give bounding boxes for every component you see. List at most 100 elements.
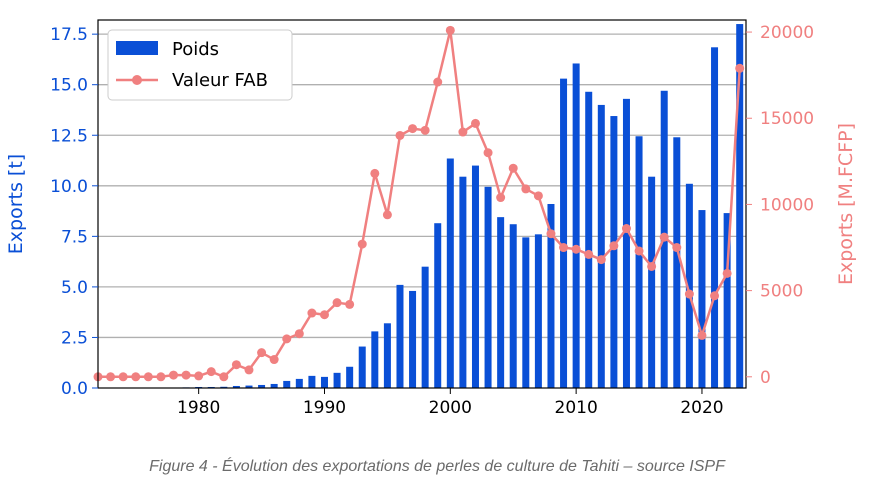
- chart: 1980 1990 2000 2010 2020 0.0 2.5 5.0 7.5 10.0 12.…: [5, 19, 857, 418]
- bar: [484, 186, 492, 388]
- point: [395, 130, 405, 140]
- point: [408, 124, 418, 134]
- right-tick-label: 10000: [760, 195, 814, 215]
- bar: [446, 158, 454, 388]
- bar: [258, 384, 266, 388]
- point: [546, 229, 556, 239]
- left-tick-label: 15.0: [50, 76, 88, 96]
- bar: [572, 63, 580, 388]
- left-tick-label: 10.0: [50, 177, 88, 197]
- point: [206, 367, 216, 377]
- bar: [459, 176, 467, 388]
- bar: [471, 165, 479, 388]
- left-tick-label: 5.0: [61, 278, 88, 298]
- x-tick-label: 1990: [303, 398, 346, 418]
- point: [382, 210, 392, 220]
- bar: [622, 98, 630, 388]
- bar: [597, 104, 605, 388]
- point: [420, 125, 430, 135]
- point: [307, 308, 317, 318]
- point: [156, 372, 166, 382]
- legend-label-poids: Poids: [172, 39, 219, 60]
- point: [458, 127, 468, 137]
- point: [131, 372, 141, 382]
- point: [470, 118, 480, 128]
- right-tick-label: 20000: [760, 23, 814, 43]
- bar: [685, 183, 693, 388]
- x-axis: 1980 1990 2000 2010 2020: [177, 388, 724, 418]
- point: [483, 148, 493, 158]
- point: [332, 298, 342, 308]
- right-axis: 0 5000 10000 15000 20000: [746, 23, 814, 388]
- point: [118, 372, 128, 382]
- bar: [333, 372, 341, 388]
- point: [647, 261, 657, 271]
- line-series-valeur-fab: [93, 25, 745, 382]
- point: [684, 289, 694, 299]
- bar: [396, 284, 404, 388]
- point: [508, 163, 518, 173]
- right-tick-label: 5000: [760, 282, 803, 302]
- point: [181, 370, 191, 380]
- legend-label-valeur-fab: Valeur FAB: [172, 70, 268, 91]
- point: [257, 348, 267, 358]
- point: [433, 77, 443, 87]
- bar: [371, 331, 379, 388]
- point: [634, 246, 644, 256]
- point: [596, 255, 606, 265]
- point: [194, 371, 204, 381]
- left-axis: 0.0 2.5 5.0 7.5 10.0 12.5 15.0 17.5: [50, 25, 98, 399]
- bar: [245, 385, 253, 388]
- bar: [560, 78, 568, 388]
- bar: [497, 217, 505, 388]
- x-tick-label: 2000: [429, 398, 472, 418]
- left-tick-label: 0.0: [61, 379, 88, 399]
- bar: [434, 223, 442, 388]
- bar: [283, 380, 291, 388]
- point: [559, 243, 569, 253]
- point: [282, 334, 292, 344]
- bar: [308, 375, 316, 388]
- point: [219, 372, 229, 382]
- point: [269, 355, 279, 365]
- bar: [409, 290, 417, 388]
- point: [168, 370, 178, 380]
- point: [231, 360, 241, 370]
- bar: [723, 213, 731, 388]
- point: [722, 268, 732, 278]
- figure-caption: Figure 4 - Évolution des exportations de…: [149, 458, 725, 475]
- point: [584, 249, 594, 259]
- bar: [585, 91, 593, 389]
- point: [571, 244, 581, 254]
- point: [143, 372, 153, 382]
- point: [672, 243, 682, 253]
- point: [659, 232, 669, 242]
- point: [533, 191, 543, 201]
- bar: [509, 224, 517, 388]
- bar: [547, 204, 555, 388]
- point: [319, 310, 329, 320]
- point: [496, 193, 506, 203]
- series-line: [98, 29, 741, 379]
- bar: [220, 386, 228, 388]
- point: [621, 224, 631, 234]
- point: [244, 365, 254, 375]
- x-tick-label: 2010: [555, 398, 598, 418]
- bar: [610, 116, 618, 389]
- right-axis-title: Exports [M.FCFP]: [835, 123, 857, 285]
- point: [106, 372, 116, 382]
- bar: [232, 385, 240, 388]
- left-axis-title: Exports [t]: [5, 154, 27, 254]
- point: [345, 299, 355, 309]
- legend-marker-valeur-fab: [132, 75, 142, 85]
- bar: [383, 323, 391, 388]
- bar: [711, 47, 719, 389]
- point: [294, 329, 304, 339]
- x-tick-label: 2020: [680, 398, 723, 418]
- bar: [648, 176, 656, 388]
- left-tick-label: 12.5: [50, 126, 88, 146]
- bar: [635, 136, 643, 388]
- left-tick-label: 2.5: [61, 328, 88, 348]
- right-tick-label: 15000: [760, 109, 814, 129]
- point: [609, 241, 619, 251]
